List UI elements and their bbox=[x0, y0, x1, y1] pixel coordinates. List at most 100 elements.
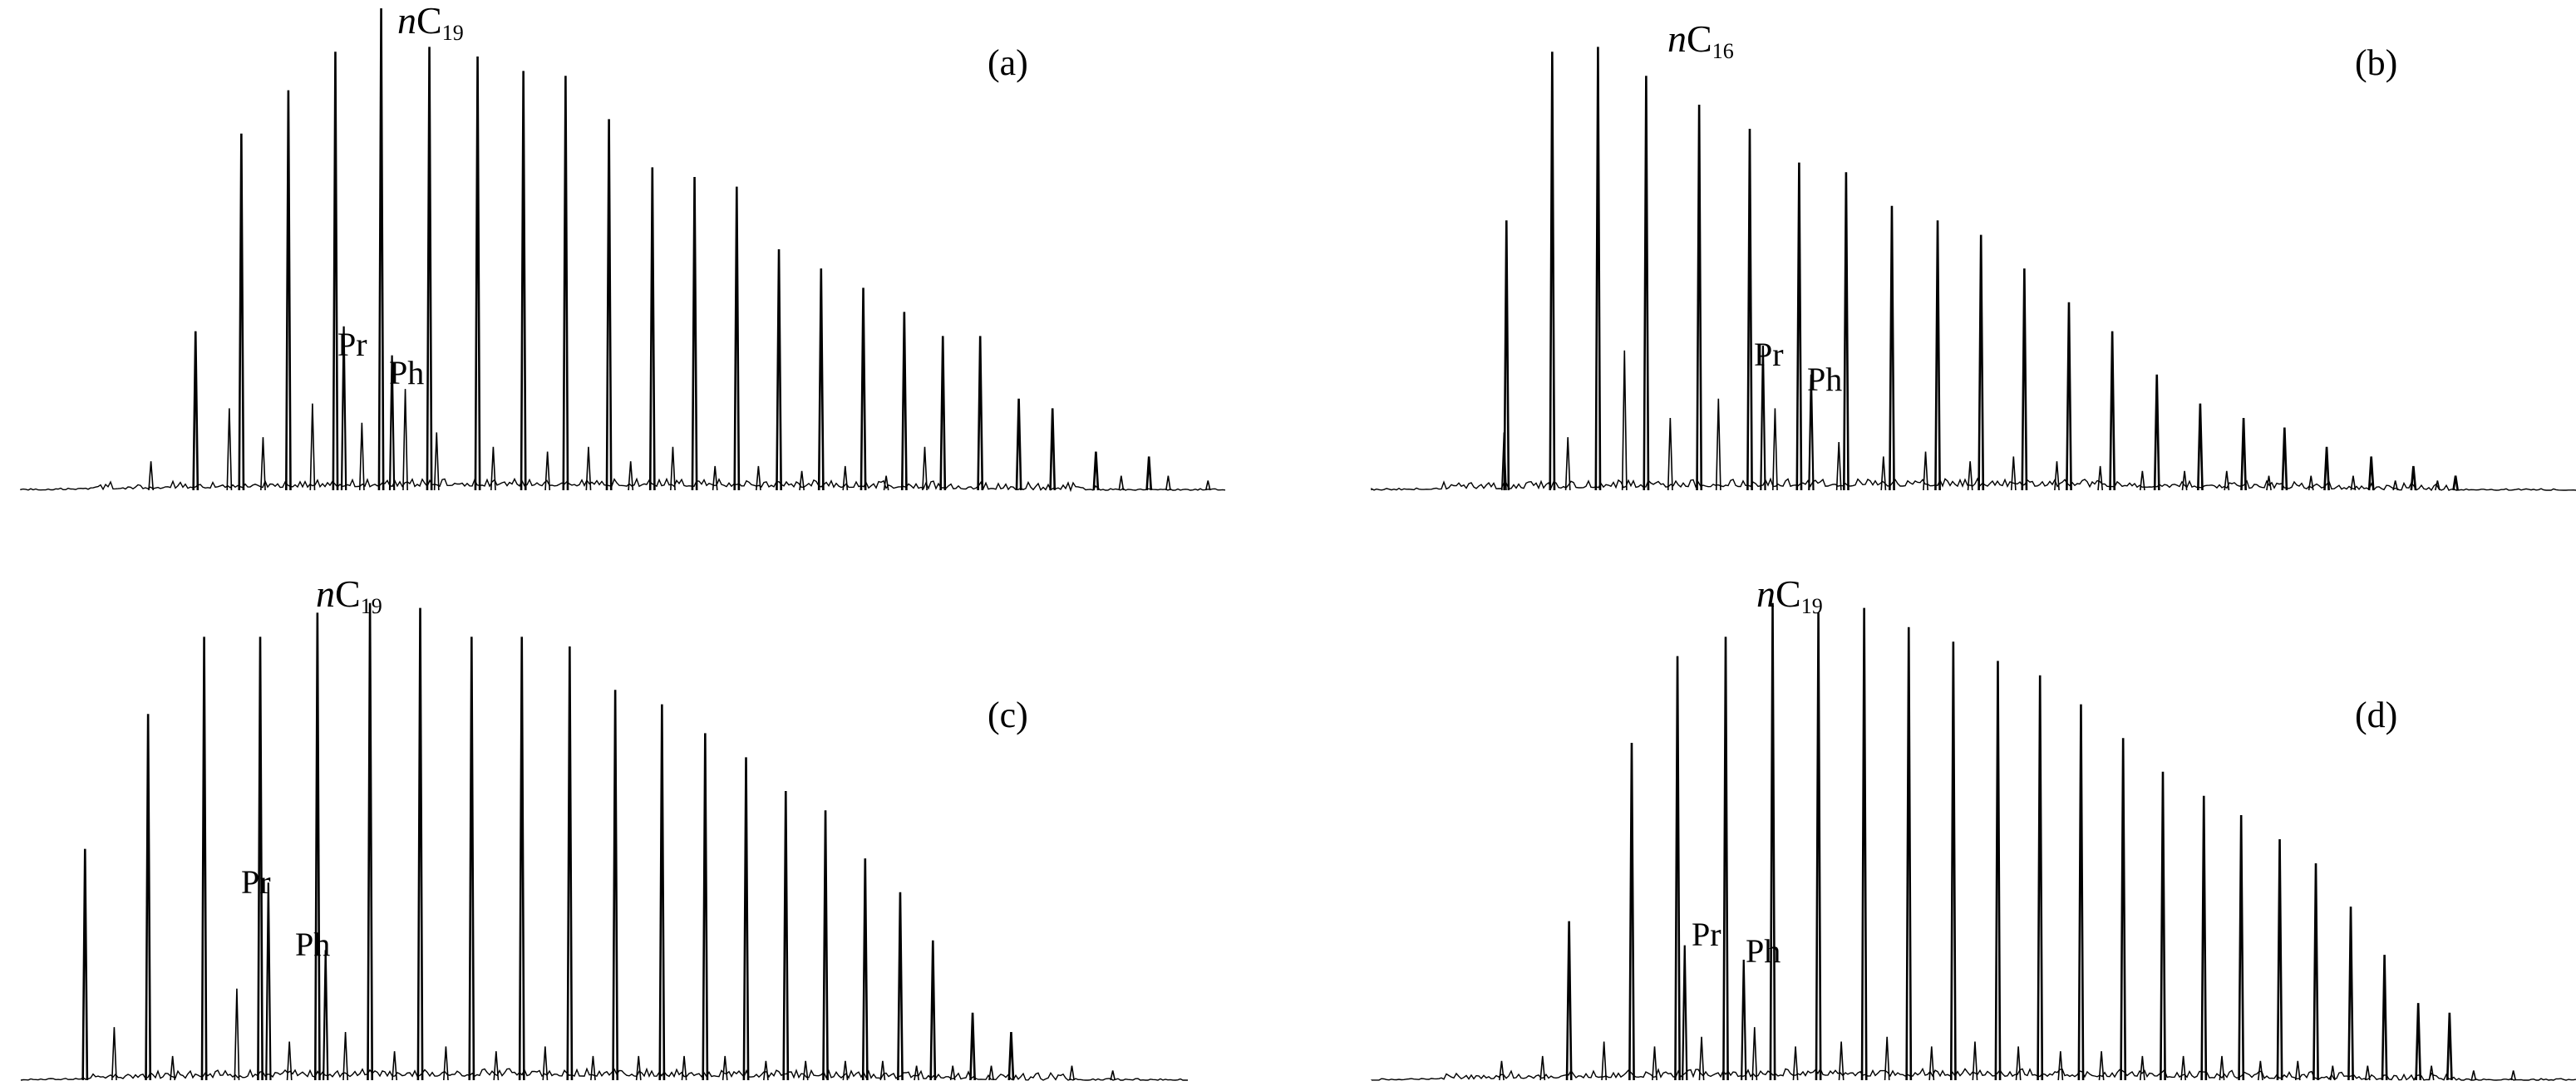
n-alkane-peak bbox=[1643, 76, 1650, 491]
n-alkane-peak bbox=[1049, 408, 1057, 491]
minor-peak bbox=[2097, 465, 2104, 491]
label-subscript: 16 bbox=[1712, 39, 1734, 63]
minor-peak bbox=[1923, 451, 1928, 491]
n-alkane-peak bbox=[520, 71, 527, 491]
n-alkane-peak bbox=[2077, 704, 2085, 1081]
n-alkane-peak bbox=[2200, 795, 2208, 1081]
n-alkane-peak bbox=[861, 858, 869, 1081]
n-alkane-peak bbox=[1015, 398, 1022, 491]
n-alkane-peak bbox=[1722, 636, 1729, 1081]
minor-peak bbox=[493, 1051, 500, 1081]
n-alkane-peak-label: nC19 bbox=[316, 572, 382, 618]
label-subscript: 19 bbox=[442, 21, 464, 45]
n-alkane-peak bbox=[2312, 862, 2319, 1081]
n-alkane-peak-label: nC19 bbox=[1756, 572, 1823, 618]
chromatogram-panel-4: (d) nC19 Pr Ph bbox=[1371, 572, 2576, 1082]
minor-peak bbox=[2180, 1055, 2187, 1081]
minor-peak bbox=[542, 1046, 549, 1081]
minor-peak bbox=[1564, 437, 1571, 491]
n-alkane-peak bbox=[2281, 427, 2288, 491]
n-alkane-peak bbox=[367, 602, 373, 1081]
label-prefix: n bbox=[397, 0, 416, 42]
chromatogram-panel-1: (a) nC19 Pr Ph bbox=[20, 0, 1226, 493]
n-alkane-peak bbox=[2238, 814, 2245, 1081]
n-alkane-peak bbox=[1949, 641, 1957, 1081]
phytane-label: Ph bbox=[389, 354, 424, 391]
n-alkane-peak bbox=[1594, 47, 1602, 491]
minor-peak bbox=[1835, 441, 1842, 491]
n-alkane-peak bbox=[518, 636, 525, 1081]
n-alkane-peak bbox=[929, 940, 937, 1081]
minor-peak bbox=[2181, 470, 2188, 491]
biomarker-peak bbox=[1741, 959, 1747, 1081]
n-alkane-peak bbox=[238, 133, 245, 491]
minor-peak bbox=[922, 446, 928, 491]
label-prefix: n bbox=[1667, 17, 1687, 60]
n-alkane-peak bbox=[1843, 172, 1849, 491]
minor-peak bbox=[988, 1065, 994, 1081]
minor-peak bbox=[2257, 1060, 2263, 1081]
n-alkane-peak bbox=[1674, 656, 1681, 1081]
n-alkane-peak bbox=[200, 636, 208, 1081]
biomarker-peak bbox=[1808, 374, 1815, 491]
n-alkane-peak bbox=[2367, 456, 2375, 491]
n-alkane-peak bbox=[702, 733, 709, 1081]
n-alkane-peak bbox=[939, 336, 947, 491]
minor-peak bbox=[148, 461, 154, 491]
n-alkane-peak bbox=[2197, 403, 2204, 491]
minor-peak bbox=[2294, 1060, 2301, 1081]
pristane-label: Pr bbox=[1754, 336, 1784, 373]
n-alkane-peak bbox=[658, 704, 666, 1081]
n-alkane-peak bbox=[416, 607, 424, 1081]
minor-peak bbox=[1667, 417, 1673, 491]
label-subscript: 19 bbox=[1801, 594, 1823, 618]
minor-peak bbox=[1751, 1027, 1758, 1081]
minor-peak bbox=[111, 1027, 117, 1081]
n-alkane-peak bbox=[2066, 302, 2072, 491]
biomarker-peak bbox=[1760, 345, 1766, 491]
n-alkane-peak bbox=[2120, 738, 2127, 1081]
n-alkane-peak bbox=[691, 176, 698, 491]
minor-peak bbox=[1499, 1060, 1505, 1081]
n-alkane-peak bbox=[742, 757, 750, 1081]
minor-peak bbox=[762, 1060, 769, 1081]
n-alkane-peak bbox=[1934, 220, 1941, 491]
minor-peak bbox=[1110, 1070, 1116, 1081]
n-alkane-peak bbox=[468, 636, 475, 1081]
n-alkane-peak bbox=[897, 892, 904, 1081]
n-alkane-peak bbox=[1769, 602, 1776, 1081]
minor-peak bbox=[358, 422, 365, 491]
biomarker-peak bbox=[323, 950, 329, 1081]
minor-peak bbox=[443, 1046, 449, 1081]
minor-peak bbox=[1539, 1055, 1546, 1081]
biomarker-peak bbox=[340, 326, 347, 491]
minor-peak bbox=[1972, 1041, 1978, 1081]
minor-peak bbox=[260, 437, 266, 491]
n-alkane-peak bbox=[817, 268, 825, 491]
n-alkane-peak-label: nC16 bbox=[1667, 17, 1734, 63]
n-alkane-peak bbox=[2445, 1012, 2453, 1081]
minor-peak bbox=[2057, 1051, 2064, 1081]
minor-peak bbox=[2015, 1046, 2022, 1081]
n-alkane-peak bbox=[2109, 331, 2116, 491]
n-alkane-peak-label: nC19 bbox=[397, 0, 464, 45]
panel-label: (d) bbox=[2355, 695, 2397, 735]
minor-peak bbox=[226, 408, 233, 491]
minor-peak bbox=[799, 470, 805, 491]
minor-peak bbox=[1792, 1046, 1799, 1081]
minor-peak bbox=[2510, 1070, 2517, 1081]
minor-peak bbox=[883, 475, 889, 491]
n-alkane-peak bbox=[1628, 742, 1635, 1081]
minor-peak bbox=[2139, 1055, 2145, 1081]
panel-label: (c) bbox=[988, 695, 1028, 735]
n-alkane-peak bbox=[733, 186, 741, 491]
n-alkane-peak bbox=[1815, 612, 1822, 1081]
minor-peak bbox=[1880, 456, 1887, 491]
minor-peak bbox=[2224, 470, 2230, 491]
minor-peak bbox=[433, 432, 440, 491]
phytane-label: Ph bbox=[1746, 932, 1781, 970]
panel-label: (b) bbox=[2355, 42, 2397, 83]
n-alkane-peak bbox=[900, 312, 908, 491]
n-alkane-peak bbox=[2347, 907, 2354, 1081]
minor-peak bbox=[2219, 1055, 2225, 1081]
